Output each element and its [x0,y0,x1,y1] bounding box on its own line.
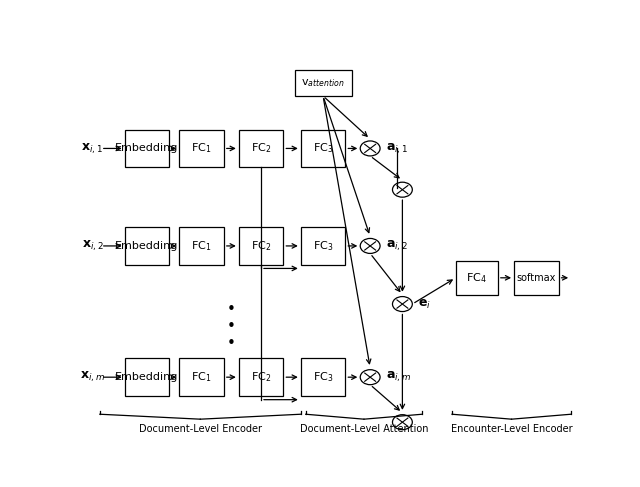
Text: e$_i$: e$_i$ [419,298,431,311]
Text: Document-Level Attention: Document-Level Attention [300,424,428,434]
Text: Document-Level Encoder: Document-Level Encoder [139,424,262,434]
Bar [294,70,351,96]
Bar [239,130,284,167]
Text: x$_{i,1}$: x$_{i,1}$ [81,141,103,156]
Text: Embedding: Embedding [115,372,179,382]
Bar [239,358,284,396]
Bar [125,130,169,167]
Bar [125,358,169,396]
Text: FC$_2$: FC$_2$ [251,239,271,253]
Text: FC$_3$: FC$_3$ [313,370,333,384]
Bar [301,227,346,264]
Text: a$_{i,m}$: a$_{i,m}$ [386,370,412,384]
Bar [239,227,284,264]
Text: FC$_2$: FC$_2$ [251,142,271,155]
Text: softmax: softmax [516,273,556,283]
Bar [301,358,346,396]
Text: FC$_3$: FC$_3$ [313,239,333,253]
Bar [301,130,346,167]
Bar [125,227,169,264]
Text: v$_{attention}$: v$_{attention}$ [301,77,345,89]
Text: FC$_4$: FC$_4$ [467,271,487,285]
Text: Embedding: Embedding [115,144,179,153]
Bar [456,261,498,295]
Bar [514,261,559,295]
Text: a$_{i,1}$: a$_{i,1}$ [386,141,408,156]
Text: Embedding: Embedding [115,241,179,251]
Text: Encounter-Level Encoder: Encounter-Level Encoder [451,424,572,434]
Text: x$_{i,m}$: x$_{i,m}$ [80,370,105,384]
Text: FC$_3$: FC$_3$ [313,142,333,155]
Text: •: • [227,336,236,351]
Bar [179,130,224,167]
Text: •: • [227,302,236,317]
Text: FC$_1$: FC$_1$ [191,239,212,253]
Text: FC$_2$: FC$_2$ [251,370,271,384]
Bar [179,227,224,264]
Text: x$_{i,2}$: x$_{i,2}$ [81,239,103,253]
Text: •: • [227,319,236,334]
Bar [179,358,224,396]
Text: FC$_1$: FC$_1$ [191,142,212,155]
Text: a$_{i,2}$: a$_{i,2}$ [386,239,408,253]
Text: FC$_1$: FC$_1$ [191,370,212,384]
